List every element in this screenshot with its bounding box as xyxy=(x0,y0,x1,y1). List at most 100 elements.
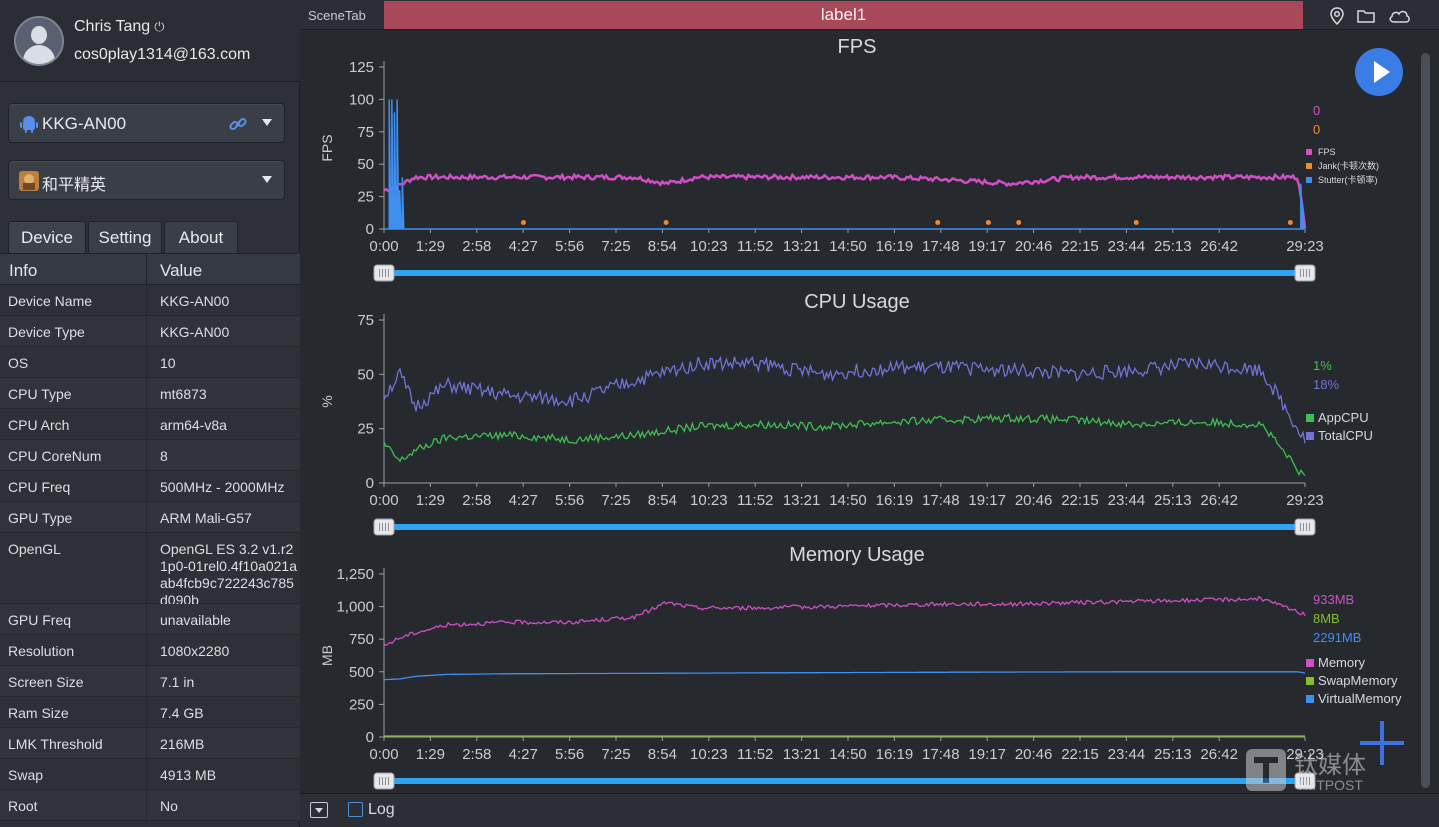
x-tick-label: 4:27 xyxy=(509,746,538,763)
range-slider-handle[interactable] xyxy=(373,264,395,282)
scene-label-bar[interactable]: label1 xyxy=(384,1,1303,29)
cloud-icon[interactable] xyxy=(1388,7,1412,25)
x-tick-label: 14:50 xyxy=(829,746,867,763)
legend-swatch xyxy=(1306,163,1312,169)
log-label: Log xyxy=(368,801,395,818)
legend-entry[interactable]: Stutter(卡顿率) xyxy=(1318,174,1378,185)
x-tick-label: 16:19 xyxy=(876,492,914,509)
row-value: OpenGL ES 3.2 v1.r21p0-01rel0.4f10a021aa… xyxy=(160,541,298,608)
scene-tab-label[interactable]: SceneTab xyxy=(308,8,366,23)
play-button[interactable] xyxy=(1355,48,1403,96)
x-tick-label: 8:54 xyxy=(648,238,677,255)
x-tick-label: 17:48 xyxy=(922,492,960,509)
row-key: OS xyxy=(8,355,29,371)
table-row: GPU Type ARM Mali-G57 xyxy=(0,502,300,533)
range-slider-track[interactable] xyxy=(384,270,1305,276)
device-select-value: KKG-AN00 xyxy=(42,114,127,133)
x-tick-label: 20:46 xyxy=(1015,492,1053,509)
chevron-down-icon xyxy=(262,176,272,183)
legend-swatch xyxy=(1306,414,1314,422)
device-select[interactable]: KKG-AN00 xyxy=(8,103,285,143)
x-tick-label: 26:42 xyxy=(1200,238,1238,255)
row-value: KKG-AN00 xyxy=(160,293,230,309)
charts-svg: FPS FPS 0 25 50 75 100 125 0:00 1:29 2:58 4:27 5:56 7… xyxy=(319,36,1402,790)
add-chart-button[interactable] xyxy=(1360,721,1404,765)
x-tick-label: 25:13 xyxy=(1154,238,1192,255)
link-icon[interactable] xyxy=(228,114,248,134)
location-icon[interactable] xyxy=(1328,7,1346,25)
x-tick-label: 2:58 xyxy=(462,746,491,763)
table-row: Ram Size 7.4 GB xyxy=(0,697,300,728)
y-axis-label: % xyxy=(319,395,335,407)
table-row: CPU Freq 500MHz - 2000MHz xyxy=(0,471,300,502)
power-icon[interactable]: ⏻ xyxy=(154,19,165,34)
tab-about[interactable]: About xyxy=(164,221,238,253)
x-tick-label: 11:52 xyxy=(737,492,773,509)
legend-entry[interactable]: AppCPU xyxy=(1318,410,1369,425)
scrollbar-thumb[interactable] xyxy=(1421,53,1430,788)
series-line xyxy=(383,413,1306,476)
chart-title: Memory Usage xyxy=(789,544,925,566)
range-slider-track[interactable] xyxy=(384,524,1305,530)
user-name: Chris Tang xyxy=(74,18,151,35)
legend-entry[interactable]: Memory xyxy=(1318,655,1365,670)
range-slider-track[interactable] xyxy=(384,778,1305,784)
y-tick-label: 50 xyxy=(357,366,374,383)
x-tick-label: 17:48 xyxy=(922,238,960,255)
row-key: GPU Type xyxy=(8,510,73,526)
row-value: 4913 MB xyxy=(160,767,217,783)
row-key: Screen Size xyxy=(8,674,84,690)
x-tick-label: 8:54 xyxy=(648,746,677,763)
x-tick-label: 25:13 xyxy=(1154,746,1192,763)
y-tick-label: 0 xyxy=(366,221,374,238)
tab-device[interactable]: Device xyxy=(8,221,86,253)
x-tick-label: 17:48 xyxy=(922,746,960,763)
toggle-panel-button[interactable] xyxy=(310,802,328,818)
range-slider-handle[interactable] xyxy=(373,772,395,790)
table-row: Swap 4913 MB xyxy=(0,759,300,790)
current-value: 0 xyxy=(1313,122,1320,137)
x-tick-label: 4:27 xyxy=(509,238,538,255)
chart-1: CPU Usage% 0 25 50 75 0:00 1:29 2:58 4:27 5:56 7:2… xyxy=(319,291,1373,536)
x-tick-label: 11:52 xyxy=(737,746,773,763)
current-value: 18% xyxy=(1313,377,1339,392)
table-row: Device Type KKG-AN00 xyxy=(0,316,300,347)
table-row: Screen Size 7.1 in xyxy=(0,666,300,697)
range-slider-handle[interactable] xyxy=(1294,518,1316,536)
row-key: Ram Size xyxy=(8,705,69,721)
range-slider-handle[interactable] xyxy=(1294,772,1316,790)
x-tick-label: 4:27 xyxy=(509,492,538,509)
legend-entry[interactable]: Jank(卡顿次数) xyxy=(1318,160,1379,171)
x-tick-label: 0:00 xyxy=(369,746,398,763)
vertical-scrollbar[interactable] xyxy=(1417,31,1439,793)
log-checkbox[interactable] xyxy=(348,802,363,817)
x-tick-label: 23:44 xyxy=(1108,492,1146,509)
avatar[interactable] xyxy=(14,16,64,66)
x-tick-label: 1:29 xyxy=(416,746,445,763)
row-value: mt6873 xyxy=(160,386,207,402)
series-line xyxy=(383,355,1306,444)
table-row: Root No xyxy=(0,790,300,821)
table-row: Device Name KKG-AN00 xyxy=(0,285,300,316)
legend-entry[interactable]: FPS xyxy=(1318,147,1336,157)
folder-icon[interactable] xyxy=(1357,7,1375,25)
range-slider-handle[interactable] xyxy=(373,518,395,536)
x-tick-label: 5:56 xyxy=(555,238,584,255)
range-slider-handle[interactable] xyxy=(1294,264,1316,282)
legend-swatch xyxy=(1306,149,1312,155)
data-point xyxy=(520,220,526,226)
row-value: 216MB xyxy=(160,736,205,752)
legend-swatch xyxy=(1306,677,1314,685)
series-line xyxy=(383,671,1306,681)
table-row: Resolution 1080x2280 xyxy=(0,635,300,666)
y-tick-label: 0 xyxy=(366,729,374,746)
legend-entry[interactable]: SwapMemory xyxy=(1318,673,1398,688)
data-point xyxy=(663,220,669,226)
app-select[interactable]: 和平精英 xyxy=(8,160,285,200)
charts-panel: FPS FPS 0 25 50 75 100 125 0:00 1:29 2:58 4:27 5:56 7… xyxy=(300,31,1417,793)
tab-setting[interactable]: Setting xyxy=(88,221,162,253)
legend-entry[interactable]: VirtualMemory xyxy=(1318,691,1402,706)
y-tick-label: 1,250 xyxy=(336,566,374,583)
legend-entry[interactable]: TotalCPU xyxy=(1318,428,1373,443)
row-value: 7.4 GB xyxy=(160,705,204,721)
